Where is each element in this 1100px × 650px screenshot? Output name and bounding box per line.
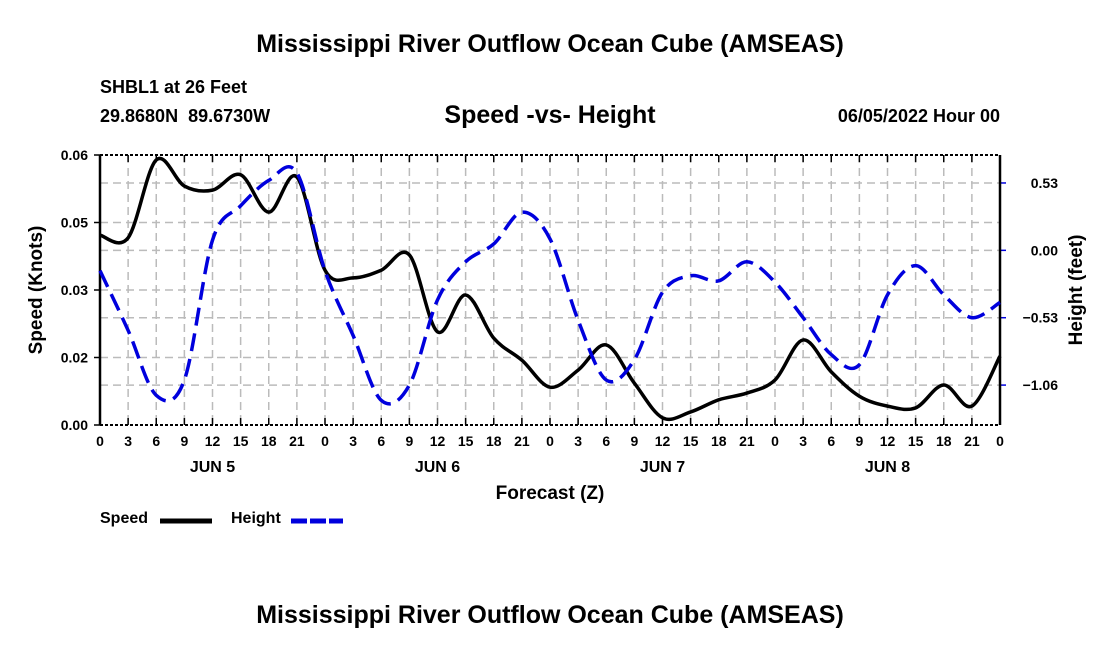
x-tick-label: 21 — [739, 433, 755, 449]
x-tick-label: 3 — [799, 433, 807, 449]
x-tick-label: 18 — [711, 433, 727, 449]
station-label: SHBL1 at 26 Feet — [100, 77, 248, 97]
y-tick-label: 0.03 — [61, 282, 88, 298]
y2-tick-label: 0.00 — [1031, 242, 1058, 258]
x-tick-label: 21 — [514, 433, 530, 449]
x-tick-label: 0 — [996, 433, 1004, 449]
location-label: 29.8680N 89.6730W — [100, 106, 271, 126]
datetime-label: 06/05/2022 Hour 00 — [837, 106, 1000, 126]
y2-tick-label: −0.53 — [1023, 310, 1059, 326]
y-tick-label: 0.05 — [61, 215, 88, 231]
y-tick-label: 0.00 — [61, 417, 88, 433]
series-line-height — [98, 165, 1001, 406]
x-tick-label: 18 — [936, 433, 952, 449]
y-tick-label: 0.02 — [61, 350, 88, 366]
x-tick-label: 9 — [630, 433, 638, 449]
x-tick-label: 15 — [908, 433, 924, 449]
x-tick-label: 0 — [96, 433, 104, 449]
footer-title: Mississippi River Outflow Ocean Cube (AM… — [256, 601, 844, 629]
x-tick-label: 12 — [205, 433, 221, 449]
x-tick-label: 21 — [964, 433, 980, 449]
x-tick-label: 18 — [261, 433, 277, 449]
x-tick-label: 12 — [430, 433, 446, 449]
x-tick-label: 0 — [321, 433, 329, 449]
x-tick-label: 3 — [349, 433, 357, 449]
x-tick-label: 21 — [289, 433, 305, 449]
x-tick-label: 6 — [377, 433, 385, 449]
x-tick-label: 9 — [855, 433, 863, 449]
legend-height-label: Height — [231, 510, 281, 527]
y2-axis-label: Height (feet) — [1066, 235, 1087, 346]
x-tick-label: 6 — [152, 433, 160, 449]
x-tick-label: 9 — [405, 433, 413, 449]
y-tick-label: 0.06 — [61, 147, 88, 163]
x-tick-label: 15 — [233, 433, 249, 449]
x-tick-label: 12 — [880, 433, 896, 449]
chart-subtitle: Speed -vs- Height — [444, 101, 656, 129]
x-tick-label: 6 — [602, 433, 610, 449]
day-label: JUN 6 — [415, 459, 460, 476]
x-tick-label: 6 — [827, 433, 835, 449]
y-axis-label: Speed (Knots) — [26, 226, 47, 355]
x-tick-label: 12 — [655, 433, 671, 449]
x-axis-label: Forecast (Z) — [495, 483, 605, 504]
x-tick-label: 9 — [180, 433, 188, 449]
day-label: JUN 8 — [865, 459, 910, 476]
x-tick-label: 0 — [771, 433, 779, 449]
y2-tick-label: −1.06 — [1023, 377, 1059, 393]
x-tick-label: 0 — [546, 433, 554, 449]
x-tick-label: 15 — [458, 433, 474, 449]
legend-speed-label: Speed — [100, 510, 149, 527]
x-tick-label: 3 — [574, 433, 582, 449]
day-label: JUN 5 — [190, 459, 235, 476]
x-tick-label: 18 — [486, 433, 502, 449]
y2-tick-label: 0.53 — [1031, 175, 1058, 191]
chart-title: Mississippi River Outflow Ocean Cube (AM… — [256, 30, 844, 58]
x-tick-label: 15 — [683, 433, 699, 449]
x-tick-label: 3 — [124, 433, 132, 449]
day-label: JUN 7 — [640, 459, 685, 476]
series-line-speed — [99, 156, 1002, 422]
